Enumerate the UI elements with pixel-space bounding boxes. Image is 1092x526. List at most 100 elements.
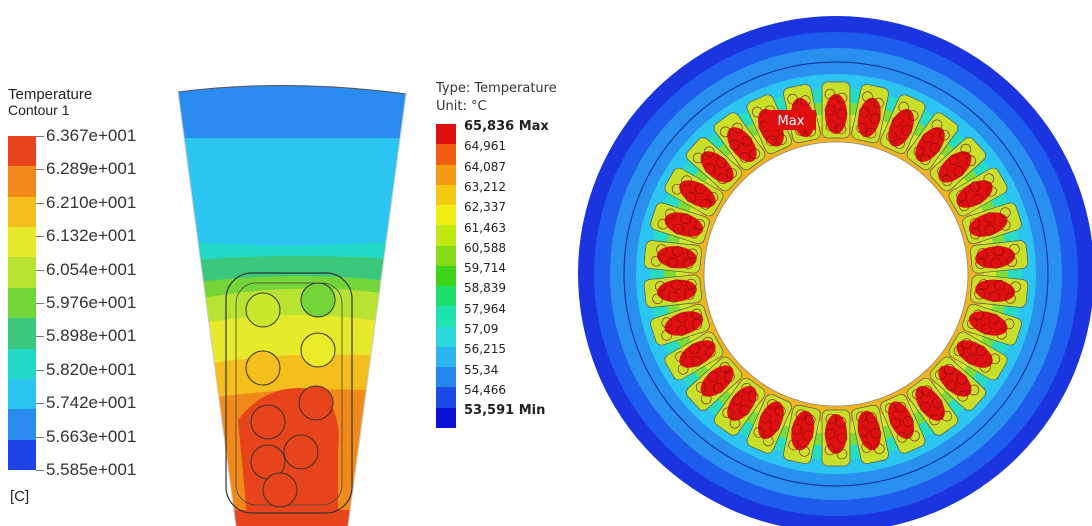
right-scale-swatch bbox=[436, 326, 456, 347]
stator-slot bbox=[962, 303, 1022, 346]
right-scale-swatch bbox=[436, 124, 456, 145]
left-scale-tick bbox=[36, 169, 44, 171]
type-label: Type: Temperature bbox=[436, 81, 557, 96]
stator-slot bbox=[948, 331, 1008, 381]
stator-slot bbox=[880, 94, 926, 154]
left-scale-tick bbox=[36, 336, 44, 338]
right-scale-label: 65,836 Max bbox=[464, 119, 549, 134]
left-scale-tick bbox=[36, 136, 44, 137]
legend-subtitle: Contour 1 bbox=[8, 102, 70, 118]
right-scale-label: 58,839 bbox=[464, 281, 506, 296]
slot-contour-plot bbox=[177, 84, 407, 526]
right-scale-label: 61,463 bbox=[464, 220, 506, 235]
left-scale-label: 6.210e+001 bbox=[46, 192, 137, 212]
stator-slot bbox=[686, 356, 743, 411]
left-scale-swatch bbox=[8, 348, 36, 379]
stator-slot bbox=[948, 167, 1008, 217]
left-scale-swatch bbox=[8, 378, 36, 410]
right-scale-swatch bbox=[436, 346, 456, 368]
right-scale-label: 62,337 bbox=[464, 200, 506, 215]
stator-slot bbox=[906, 112, 959, 171]
stator-slot bbox=[821, 81, 851, 139]
left-scale-label: 6.289e+001 bbox=[46, 159, 137, 179]
right-scale-label: 59,714 bbox=[464, 261, 506, 276]
left-scale-label: 6.367e+001 bbox=[46, 126, 137, 145]
left-scale-label: 5.742e+001 bbox=[46, 393, 137, 413]
stator-slot bbox=[970, 240, 1029, 274]
legend-title: Temperature bbox=[8, 86, 93, 103]
right-scale-swatch bbox=[436, 265, 456, 287]
stator-slot bbox=[970, 274, 1029, 308]
stator-slot bbox=[643, 274, 702, 308]
stator-slot bbox=[643, 240, 702, 274]
max-marker-label: Max bbox=[778, 114, 805, 129]
right-scale-swatch bbox=[436, 286, 456, 307]
left-scale-label: 5.820e+001 bbox=[46, 359, 137, 379]
stator-slot bbox=[906, 377, 959, 436]
right-scale-swatch bbox=[436, 144, 456, 165]
stator-slot bbox=[821, 409, 851, 467]
stator-slot bbox=[746, 394, 792, 454]
left-scale-label: 5.898e+001 bbox=[46, 326, 137, 346]
stator-cross-section: Max bbox=[578, 16, 1092, 526]
unit-label: Unit: °C bbox=[436, 99, 487, 114]
stator-slot bbox=[664, 331, 724, 381]
right-scale-label: 64,087 bbox=[464, 159, 506, 174]
right-scale-label: 57,09 bbox=[464, 322, 499, 336]
legend-unit: [C] bbox=[10, 488, 30, 505]
right-scale-swatch bbox=[436, 407, 456, 428]
right-scale-swatch bbox=[436, 164, 456, 185]
right-scale-label: 64,961 bbox=[464, 139, 506, 154]
left-scale-swatch bbox=[8, 257, 36, 288]
left-scale-tick bbox=[36, 303, 44, 304]
left-scale-swatch bbox=[8, 318, 36, 349]
right-scale-label: 63,212 bbox=[464, 179, 506, 194]
left-scale-tick bbox=[36, 269, 44, 271]
left-scale-tick bbox=[36, 369, 44, 371]
left-scale-tick bbox=[36, 236, 44, 238]
max-marker bbox=[766, 110, 816, 130]
left-scale-tick bbox=[36, 403, 44, 405]
left-scale-swatch bbox=[8, 439, 36, 470]
left-scale-tick bbox=[36, 436, 44, 438]
left-scale-tick bbox=[36, 202, 44, 204]
right-scale-swatch bbox=[436, 205, 456, 226]
left-scale-swatch bbox=[8, 196, 36, 228]
left-scale-tick bbox=[36, 470, 44, 471]
left-scale-label: 6.132e+001 bbox=[46, 226, 137, 246]
left-scale-swatch bbox=[8, 287, 36, 319]
stator-slot bbox=[962, 202, 1022, 245]
left-scale-label: 5.585e+001 bbox=[46, 460, 137, 479]
right-color-scale bbox=[436, 124, 456, 428]
stator-slot bbox=[686, 137, 743, 192]
stator-slot bbox=[880, 394, 926, 454]
right-scale-label: 56,215 bbox=[464, 342, 506, 357]
left-scale-label: 6.054e+001 bbox=[46, 259, 137, 279]
left-color-scale bbox=[8, 136, 36, 470]
right-scale-label: 60,588 bbox=[464, 240, 506, 255]
left-scale-swatch bbox=[8, 409, 36, 440]
right-scale-label: 55,34 bbox=[464, 362, 499, 377]
stator-slot bbox=[851, 84, 889, 144]
right-scale-swatch bbox=[436, 367, 456, 388]
stator-slot bbox=[929, 356, 986, 411]
stator-slot bbox=[929, 137, 986, 192]
right-scale-swatch bbox=[436, 225, 456, 246]
right-scale-swatch bbox=[436, 387, 456, 408]
right-scale-swatch bbox=[436, 306, 456, 327]
left-scale-label: 5.976e+001 bbox=[46, 293, 137, 312]
right-scale-swatch bbox=[436, 245, 456, 266]
stator-slot bbox=[851, 404, 889, 464]
right-scale-label: 54,466 bbox=[464, 382, 506, 397]
left-scale-swatch bbox=[8, 166, 36, 197]
stator-slot bbox=[713, 112, 766, 171]
left-scale-swatch bbox=[8, 136, 36, 167]
right-scale-swatch bbox=[436, 184, 456, 206]
stator-slot bbox=[783, 404, 821, 464]
right-scale-label: 53,591 Min bbox=[464, 403, 546, 419]
right-scale-label: 57,964 bbox=[464, 301, 506, 316]
stator-slot bbox=[664, 167, 724, 217]
stator-slot bbox=[650, 303, 710, 346]
left-scale-label: 5.663e+001 bbox=[46, 426, 137, 446]
left-scale-swatch bbox=[8, 227, 36, 258]
